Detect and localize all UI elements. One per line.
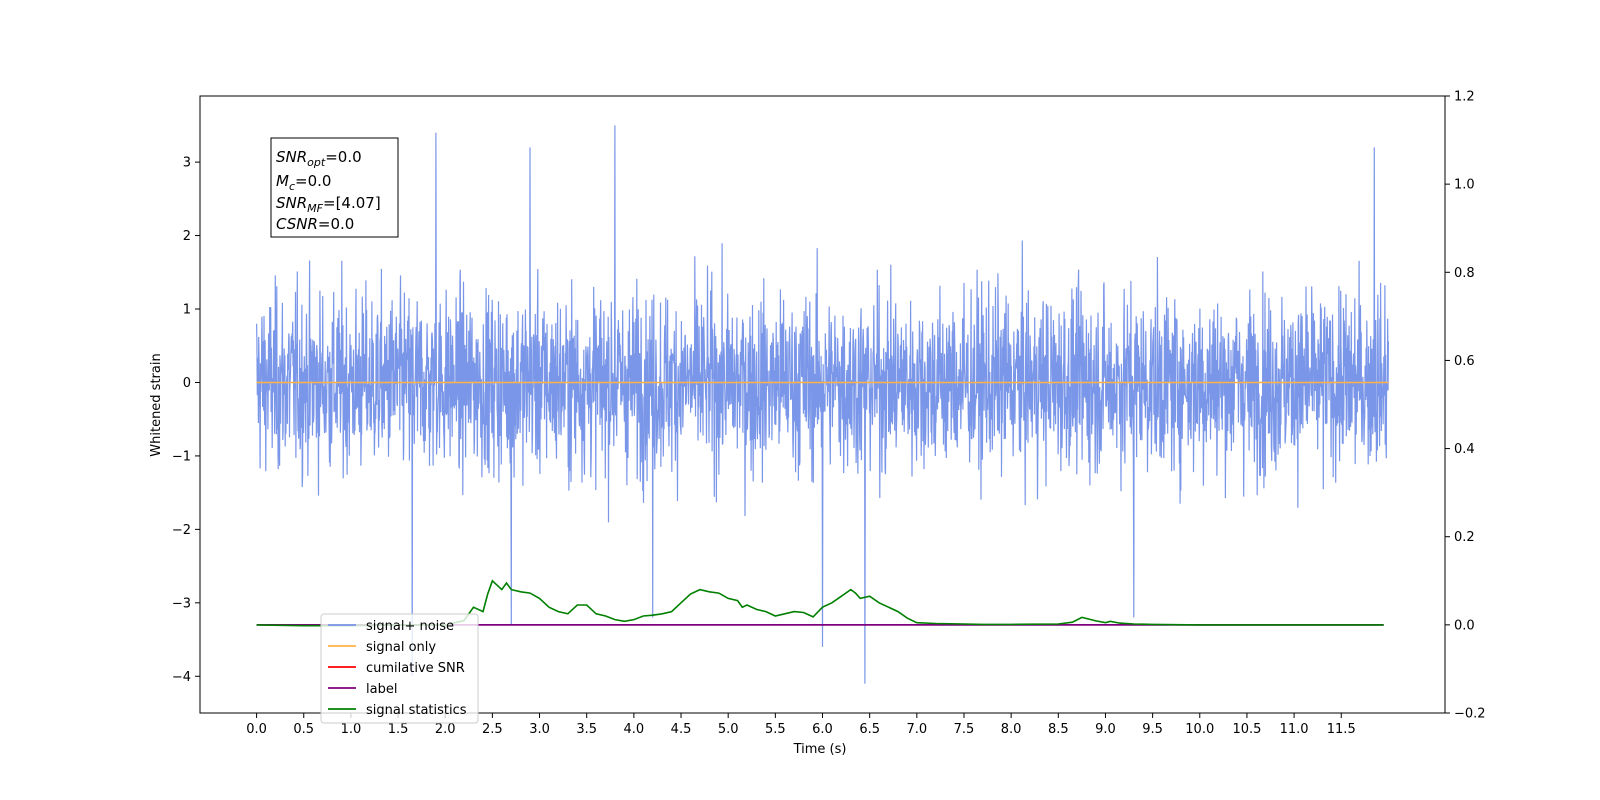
x-tick-label: 9.0 <box>1095 722 1116 737</box>
y2-tick-label: 1.2 <box>1454 90 1475 105</box>
series-signal-noise <box>256 125 1389 684</box>
x-tick-label: 0.0 <box>246 722 267 737</box>
y-tick-label: 2 <box>183 229 191 244</box>
x-tick-label: 5.5 <box>765 722 786 737</box>
y-tick-label: −1 <box>172 449 191 464</box>
annotation-snr-opt: SNRopt=0.0 <box>276 148 362 169</box>
annotation-snr-mf-value: =[4.07] <box>323 194 381 212</box>
annotation-frame <box>270 137 399 238</box>
y-axis-right: −0.2 0.0 0.2 0.4 0.6 0.8 1.0 1.2 <box>1445 90 1486 722</box>
y-tick-label: 0 <box>183 376 191 391</box>
x-tick-label: 0.5 <box>293 722 314 737</box>
x-tick-label: 10.0 <box>1185 722 1214 737</box>
x-tick-label: 11.5 <box>1327 722 1356 737</box>
x-tick-label: 1.5 <box>388 722 409 737</box>
y-axis-label: Whitened strain <box>149 353 164 456</box>
legend-label: label <box>366 682 397 697</box>
x-tick-label: 3.5 <box>576 722 597 737</box>
legend-label: signal+ noise <box>366 619 454 634</box>
y-tick-label: 3 <box>183 156 191 171</box>
x-tick-label: 8.0 <box>1001 722 1022 737</box>
x-tick-label: 9.5 <box>1142 722 1163 737</box>
y-tick-label: −2 <box>172 523 191 538</box>
x-tick-label: 6.0 <box>812 722 833 737</box>
y-tick-label: 1 <box>183 303 191 318</box>
y2-tick-label: 0.0 <box>1454 618 1475 633</box>
annotation-snr-opt-sub: opt <box>307 156 326 169</box>
annotation-mc-value: =0.0 <box>295 172 331 190</box>
annotation-mc-sub: c <box>289 180 295 193</box>
y2-tick-label: 0.4 <box>1454 442 1475 457</box>
annotation-snr-opt-value: =0.0 <box>325 148 361 166</box>
legend: signal+ noise signal only cumilative SNR la… <box>320 613 479 724</box>
x-tick-label: 2.0 <box>435 722 456 737</box>
x-tick-label: 4.0 <box>624 722 645 737</box>
annotation-snr-mf-sub: MF <box>307 202 323 215</box>
x-tick-label: 8.5 <box>1048 722 1069 737</box>
x-axis-label: Time (s) <box>793 742 847 757</box>
annotation-mc-symbol: M <box>276 172 289 190</box>
x-tick-label: 7.5 <box>954 722 975 737</box>
x-tick-label: 1.0 <box>341 722 362 737</box>
y-axis-left: −4 −3 −2 −1 0 1 2 3 <box>172 156 200 685</box>
y-tick-label: −3 <box>172 596 191 611</box>
y2-tick-label: 1.0 <box>1454 178 1475 193</box>
y2-tick-label: −0.2 <box>1454 707 1486 722</box>
x-axis: 0.0 0.5 1.0 1.5 2.0 2.5 3.0 3.5 4.0 4.5 5.0 5.5 6.0 6… <box>246 713 1356 737</box>
legend-label: signal only <box>366 640 436 655</box>
legend-label: cumilative SNR <box>366 661 465 676</box>
x-tick-label: 4.5 <box>671 722 692 737</box>
y2-tick-label: 0.8 <box>1454 266 1475 281</box>
annotation-mc: Mc=0.0 <box>276 172 331 193</box>
annotation-snr-opt-symbol: SNR <box>276 148 307 166</box>
annotation-snr-mf: SNRMF=[4.07] <box>276 194 381 215</box>
y2-tick-label: 0.2 <box>1454 530 1475 545</box>
legend-frame <box>320 613 479 724</box>
x-tick-label: 7.0 <box>906 722 927 737</box>
y-tick-label: −4 <box>172 670 191 685</box>
legend-label: signal statistics <box>366 703 467 718</box>
annotation-box: SNRopt=0.0 Mc=0.0 SNRMF=[4.07] CSNR=0.0 <box>270 137 399 238</box>
y2-tick-label: 0.6 <box>1454 354 1475 369</box>
x-tick-label: 5.0 <box>718 722 739 737</box>
annotation-csnr-value: =0.0 <box>318 215 354 233</box>
x-tick-label: 3.0 <box>529 722 550 737</box>
annotation-csnr-symbol: CSNR <box>276 215 318 233</box>
series-signal-statistics <box>256 579 1384 627</box>
annotation-csnr: CSNR=0.0 <box>276 215 354 233</box>
plot-area <box>256 125 1389 684</box>
x-tick-label: 10.5 <box>1232 722 1261 737</box>
x-tick-label: 6.5 <box>859 722 880 737</box>
x-tick-label: 11.0 <box>1280 722 1309 737</box>
x-tick-label: 2.5 <box>482 722 503 737</box>
annotation-snr-mf-symbol: SNR <box>276 194 307 212</box>
